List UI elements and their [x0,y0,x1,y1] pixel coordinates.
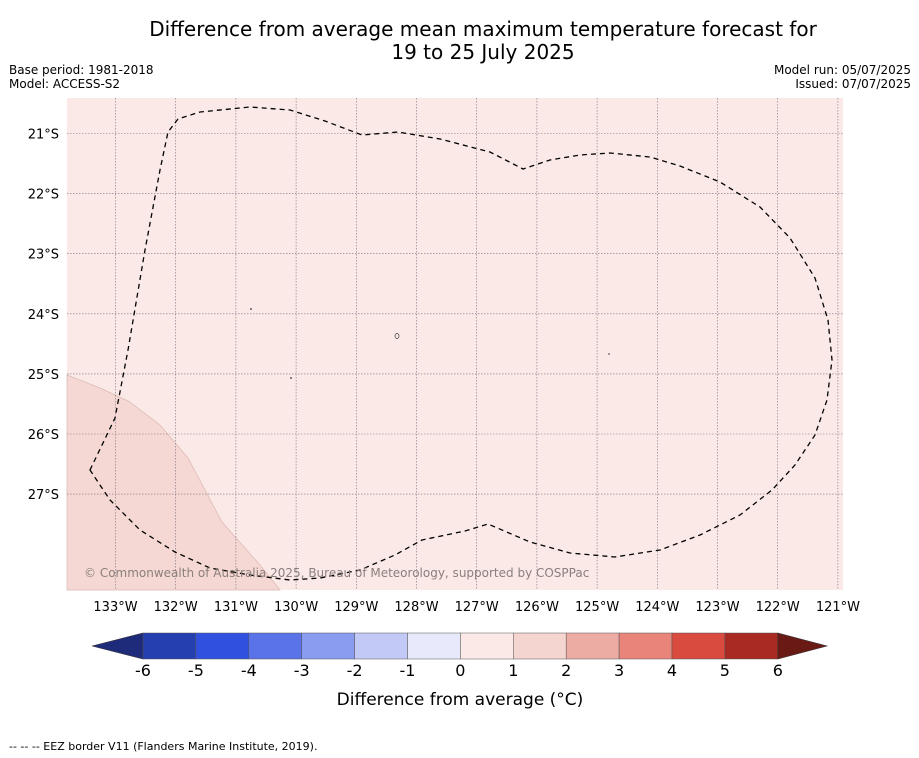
legend-tick: -6 [135,661,151,680]
longitude-label: 130°W [274,600,318,615]
colorbar-extend-high [777,632,829,660]
legend-tick: -4 [241,661,257,680]
colorbar-segment [618,632,673,660]
legend-tick: -1 [400,661,416,680]
island-outline [394,333,400,339]
longitude-label: 126°W [515,600,559,615]
colorbar-segment [565,632,620,660]
legend-tick: 1 [508,661,518,680]
legend-tick: 6 [773,661,783,680]
island-dot [290,377,292,379]
longitude-label: 128°W [394,600,438,615]
copyright-credit: © Commonwealth of Australia 2025, Bureau… [84,566,589,580]
longitude-label: 121°W [816,600,860,615]
meta-left: Base period: 1981-2018 Model: ACCESS-S2 [9,63,154,91]
colorbar-segment [195,632,250,660]
longitude-label: 131°W [214,600,258,615]
colorbar-segment [301,632,355,660]
longitude-label: 127°W [455,600,499,615]
legend-tick: 4 [667,661,677,680]
latitude-label: 26°S [28,428,59,443]
colorbar-segment [142,632,197,660]
latitude-label: 27°S [28,488,59,503]
island-dot [608,353,610,355]
longitude-label: 125°W [575,600,619,615]
colorbar-segment [671,632,726,660]
latitude-label: 24°S [28,308,59,323]
legend-title: Difference from average (°C) [337,690,584,710]
colorbar-segment [407,632,461,660]
base-period: Base period: 1981-2018 [9,63,154,77]
colorbar-segment [513,632,567,660]
colorbar-extend-low [91,632,144,660]
legend-tick: 3 [614,661,624,680]
colorbar-segment [460,632,514,660]
longitude-label: 129°W [334,600,378,615]
legend-tick: 0 [455,661,465,680]
model-run: Model run: 05/07/2025 [773,63,911,77]
longitude-label: 123°W [695,600,739,615]
colorbar-segment [724,632,779,660]
island-dot [250,308,252,310]
legend-tick-labels: -6 -5 -4 -3 -2 -1 0 1 2 3 4 5 6 [135,661,783,680]
legend-tick: -5 [188,661,204,680]
legend-tick: -2 [347,661,363,680]
issued-date: Issued: 07/07/2025 [795,77,911,91]
latitude-label: 21°S [28,128,59,143]
title-line-2: 19 to 25 July 2025 [391,40,575,64]
colorbar-segment [248,632,302,660]
latitude-gridlines [67,133,843,495]
legend-tick: 5 [720,661,730,680]
longitude-label: 122°W [756,600,800,615]
longitude-labels: 133°W 132°W 131°W 130°W 129°W 128°W 127°W 126°W… [93,600,860,615]
meta-right: Model run: 05/07/2025 Issued: 07/07/2025 [774,63,911,91]
eez-border [89,106,833,581]
warm-anomaly-area [66,374,281,591]
latitude-label: 25°S [28,368,59,383]
latitude-labels: 21°S 22°S 23°S 24°S 25°S 26°S 27°S [28,128,59,504]
latitude-label: 23°S [28,248,59,263]
legend-tick: 2 [561,661,571,680]
eez-footnote: -- -- -- EEZ border V11 (Flanders Marine… [9,740,318,753]
legend-colorbar [91,632,829,660]
longitude-label: 124°W [635,600,679,615]
longitude-label: 132°W [154,600,198,615]
longitude-gridlines [115,98,839,590]
colorbar-segment [354,632,408,660]
model-name: Model: ACCESS-S2 [9,77,121,91]
longitude-label: 133°W [93,600,137,615]
map-title: Difference from average mean maximum tem… [0,18,919,64]
latitude-label: 22°S [28,188,59,203]
legend-tick: -3 [294,661,310,680]
title-line-1: Difference from average mean maximum tem… [149,17,817,41]
